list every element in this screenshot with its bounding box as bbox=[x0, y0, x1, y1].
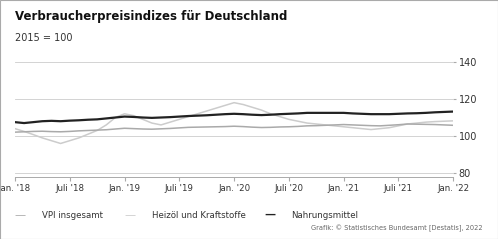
Text: Grafik: © Statistisches Bundesamt [Destatis], 2022: Grafik: © Statistisches Bundesamt [Desta… bbox=[311, 224, 483, 232]
Text: —: — bbox=[124, 210, 135, 220]
Text: 2015 = 100: 2015 = 100 bbox=[15, 33, 72, 43]
Text: VPI insgesamt: VPI insgesamt bbox=[42, 211, 103, 220]
Text: —: — bbox=[264, 210, 275, 220]
Text: Nahrungsmittel: Nahrungsmittel bbox=[291, 211, 359, 220]
Text: —: — bbox=[15, 210, 26, 220]
Text: Heizöl und Kraftstoffe: Heizöl und Kraftstoffe bbox=[152, 211, 246, 220]
Text: Verbraucherpreisindizes für Deutschland: Verbraucherpreisindizes für Deutschland bbox=[15, 10, 287, 22]
